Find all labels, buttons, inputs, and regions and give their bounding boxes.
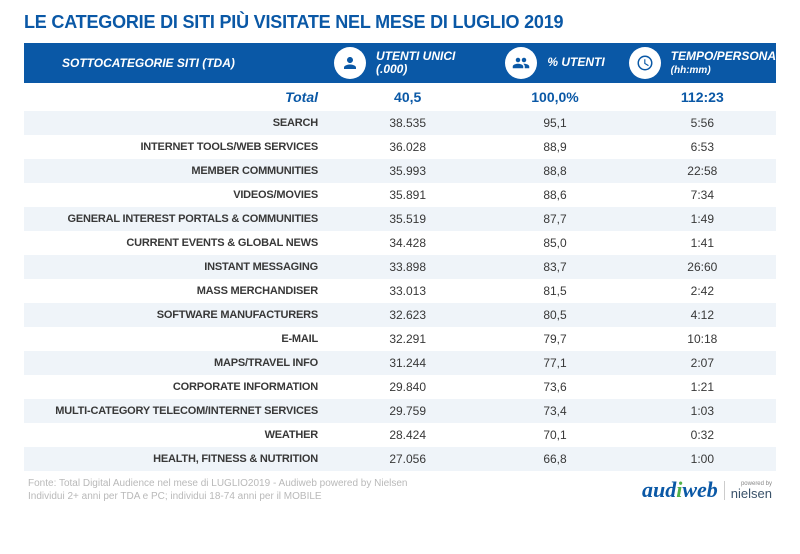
row-category: CORPORATE INFORMATION [24, 381, 334, 393]
table-body: SEARCH38.53595,15:56INTERNET TOOLS/WEB S… [24, 111, 776, 471]
table-row: HEALTH, FITNESS & NUTRITION27.05666,81:0… [24, 447, 776, 471]
table-row: MASS MERCHANDISER33.01381,52:42 [24, 279, 776, 303]
row-percent: 70,1 [481, 428, 628, 442]
header-time: TEMPO/PERSONA (hh:mm) [629, 43, 776, 83]
row-users: 29.840 [334, 380, 481, 394]
row-time: 1:00 [629, 452, 776, 466]
audiweb-logo: audiweb [642, 477, 718, 503]
row-category: SOFTWARE MANUFACTURERS [24, 309, 334, 321]
source-text: Fonte: Total Digital Audience nel mese d… [28, 477, 407, 503]
table-header: SOTTOCATEGORIE SITI (TDA) UTENTI UNICI (… [24, 43, 776, 83]
header-percent: % UTENTI [481, 43, 628, 83]
row-time: 7:34 [629, 188, 776, 202]
header-users: UTENTI UNICI (.000) [334, 43, 481, 83]
table-row: CURRENT EVENTS & GLOBAL NEWS34.42885,01:… [24, 231, 776, 255]
row-percent: 88,9 [481, 140, 628, 154]
table-row: WEATHER28.42470,10:32 [24, 423, 776, 447]
clock-icon [629, 47, 661, 79]
total-label: Total [24, 89, 334, 105]
total-row: Total 40,5 100,0% 112:23 [24, 83, 776, 111]
row-percent: 88,6 [481, 188, 628, 202]
row-category: HEALTH, FITNESS & NUTRITION [24, 453, 334, 465]
row-category: VIDEOS/MOVIES [24, 189, 334, 201]
row-users: 32.291 [334, 332, 481, 346]
header-percent-label: % UTENTI [547, 56, 604, 69]
logo-group: audiweb powered by nielsen [642, 477, 772, 503]
total-percent: 100,0% [481, 89, 628, 105]
header-time-label: TEMPO/PERSONA (hh:mm) [671, 50, 776, 76]
row-users: 29.759 [334, 404, 481, 418]
page-title: LE CATEGORIE DI SITI PIÙ VISITATE NEL ME… [24, 12, 776, 33]
row-time: 26:60 [629, 260, 776, 274]
row-percent: 85,0 [481, 236, 628, 250]
table-row: SOFTWARE MANUFACTURERS32.62380,54:12 [24, 303, 776, 327]
table-row: SEARCH38.53595,15:56 [24, 111, 776, 135]
row-category: MULTI-CATEGORY TELECOM/INTERNET SERVICES [24, 405, 334, 417]
row-time: 0:32 [629, 428, 776, 442]
nielsen-logo: powered by nielsen [724, 481, 772, 500]
row-percent: 95,1 [481, 116, 628, 130]
person-icon [334, 47, 366, 79]
row-category: MASS MERCHANDISER [24, 285, 334, 297]
row-users: 35.519 [334, 212, 481, 226]
row-percent: 87,7 [481, 212, 628, 226]
row-percent: 83,7 [481, 260, 628, 274]
row-time: 2:07 [629, 356, 776, 370]
total-users: 40,5 [334, 89, 481, 105]
table-row: CORPORATE INFORMATION29.84073,61:21 [24, 375, 776, 399]
group-icon [505, 47, 537, 79]
row-time: 2:42 [629, 284, 776, 298]
row-percent: 73,4 [481, 404, 628, 418]
footer: Fonte: Total Digital Audience nel mese d… [24, 471, 776, 503]
row-time: 6:53 [629, 140, 776, 154]
row-category: GENERAL INTEREST PORTALS & COMMUNITIES [24, 213, 334, 225]
header-category: SOTTOCATEGORIE SITI (TDA) [24, 43, 334, 83]
row-percent: 73,6 [481, 380, 628, 394]
row-percent: 88,8 [481, 164, 628, 178]
table-row: GENERAL INTEREST PORTALS & COMMUNITIES35… [24, 207, 776, 231]
row-percent: 79,7 [481, 332, 628, 346]
total-time: 112:23 [629, 89, 776, 105]
row-category: INSTANT MESSAGING [24, 261, 334, 273]
row-category: CURRENT EVENTS & GLOBAL NEWS [24, 237, 334, 249]
row-percent: 81,5 [481, 284, 628, 298]
row-time: 5:56 [629, 116, 776, 130]
row-time: 1:49 [629, 212, 776, 226]
table-row: VIDEOS/MOVIES35.89188,67:34 [24, 183, 776, 207]
row-users: 35.993 [334, 164, 481, 178]
row-category: WEATHER [24, 429, 334, 441]
table-row: INTERNET TOOLS/WEB SERVICES36.02888,96:5… [24, 135, 776, 159]
row-users: 38.535 [334, 116, 481, 130]
header-users-label: UTENTI UNICI (.000) [376, 50, 481, 76]
table-row: MEMBER COMMUNITIES35.99388,822:58 [24, 159, 776, 183]
row-users: 31.244 [334, 356, 481, 370]
table-row: E-MAIL32.29179,710:18 [24, 327, 776, 351]
row-category: INTERNET TOOLS/WEB SERVICES [24, 141, 334, 153]
row-users: 28.424 [334, 428, 481, 442]
table-row: MAPS/TRAVEL INFO31.24477,12:07 [24, 351, 776, 375]
row-users: 33.013 [334, 284, 481, 298]
row-time: 1:41 [629, 236, 776, 250]
row-percent: 66,8 [481, 452, 628, 466]
row-users: 33.898 [334, 260, 481, 274]
row-category: MEMBER COMMUNITIES [24, 165, 334, 177]
row-time: 10:18 [629, 332, 776, 346]
row-users: 35.891 [334, 188, 481, 202]
row-category: SEARCH [24, 117, 334, 129]
row-time: 4:12 [629, 308, 776, 322]
row-category: MAPS/TRAVEL INFO [24, 357, 334, 369]
row-users: 27.056 [334, 452, 481, 466]
row-percent: 77,1 [481, 356, 628, 370]
table-row: MULTI-CATEGORY TELECOM/INTERNET SERVICES… [24, 399, 776, 423]
row-time: 22:58 [629, 164, 776, 178]
row-percent: 80,5 [481, 308, 628, 322]
row-category: E-MAIL [24, 333, 334, 345]
row-users: 32.623 [334, 308, 481, 322]
table-row: INSTANT MESSAGING33.89883,726:60 [24, 255, 776, 279]
row-users: 34.428 [334, 236, 481, 250]
row-time: 1:21 [629, 380, 776, 394]
row-users: 36.028 [334, 140, 481, 154]
row-time: 1:03 [629, 404, 776, 418]
